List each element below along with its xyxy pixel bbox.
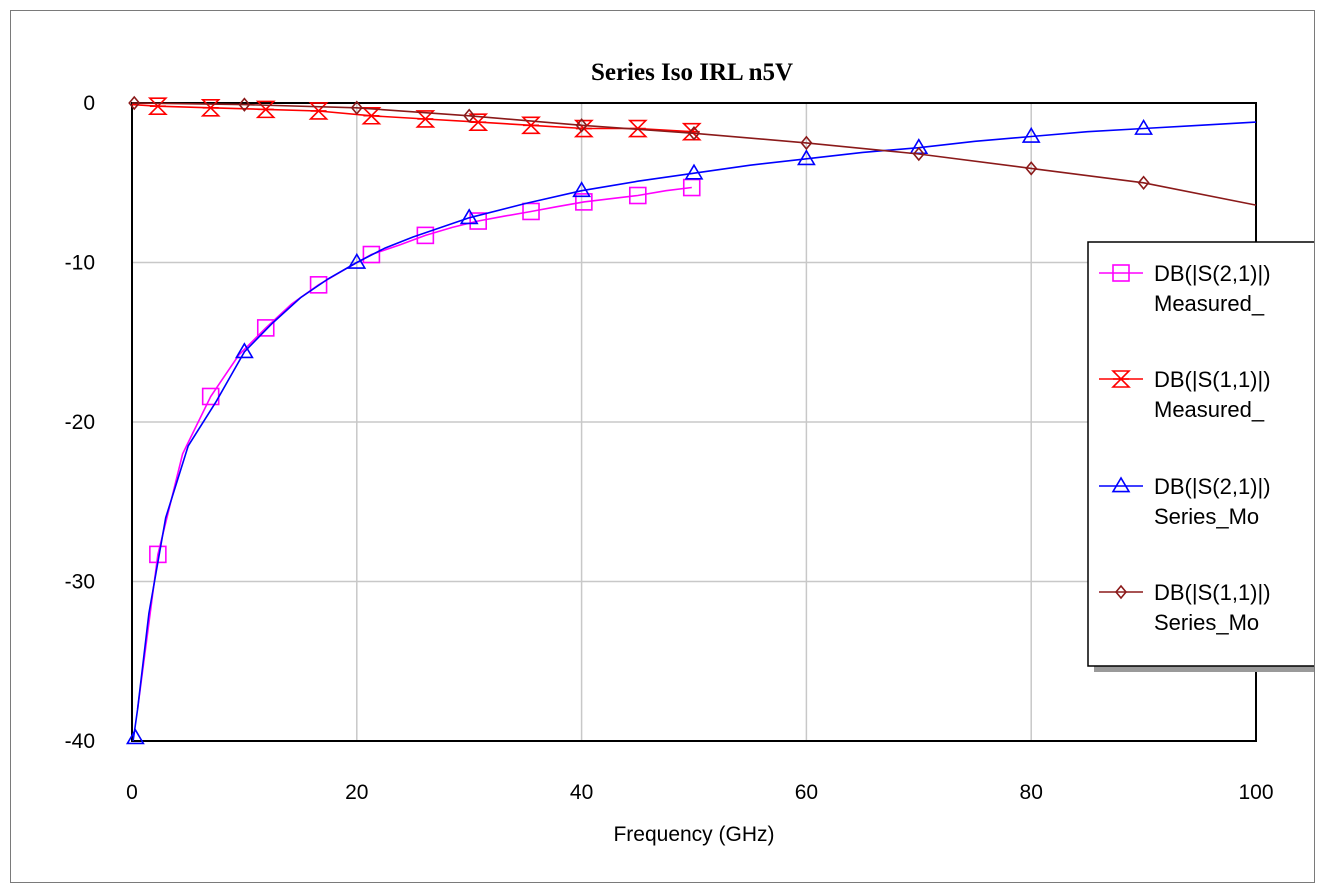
y-tick-label: -30 [65, 571, 95, 594]
data-point [256, 319, 275, 337]
x-tick-label: 60 [795, 781, 818, 804]
data-point [521, 116, 541, 135]
legend-marker [1114, 584, 1128, 600]
data-point [347, 252, 367, 269]
data-point [469, 212, 487, 230]
data-point [361, 106, 382, 125]
series-line [131, 102, 1257, 206]
y-tick-label: -20 [65, 411, 95, 434]
data-point [362, 245, 381, 264]
data-point [463, 108, 476, 124]
legend-label: DB(|S(1,1)|) [1154, 580, 1271, 605]
legend-entry: DB(|S(2,1)|) Measured_ [1099, 261, 1271, 316]
x-tick-label: 100 [1238, 781, 1273, 804]
data-point [308, 102, 329, 120]
data-point [912, 146, 925, 162]
series-3 [128, 95, 1257, 206]
legend-label: DB(|S(1,1)|) [1154, 367, 1271, 392]
legend-marker [1111, 476, 1131, 493]
y-tick-label: -40 [65, 730, 95, 753]
data-point [200, 98, 221, 117]
x-tick-label: 0 [126, 781, 138, 804]
y-tick-label: -10 [65, 252, 95, 275]
series-1 [131, 97, 702, 141]
data-point [1137, 175, 1150, 190]
tick-labels: 0 20 40 60 80 100 0 -10 -20 -30 -40 [65, 92, 1274, 804]
data-point [468, 113, 489, 131]
data-point [459, 208, 479, 225]
legend-entry: DB(|S(2,1)|) Series_Mo [1099, 474, 1271, 529]
legend-label-line2: Measured_ [1154, 397, 1265, 422]
data-point [684, 163, 704, 180]
series-line [131, 103, 692, 133]
x-tick-label: 20 [345, 781, 368, 804]
data-point [687, 126, 701, 141]
legend-label-line2: Series_Mo [1154, 610, 1259, 635]
legend-label-line2: Series_Mo [1154, 504, 1259, 529]
data-point [415, 110, 436, 128]
legend-label: DB(|S(2,1)|) [1154, 261, 1271, 286]
series-layer [125, 95, 1257, 745]
data-point [255, 100, 276, 119]
series-line [132, 121, 1257, 742]
data-point [350, 100, 363, 116]
series-2 [125, 118, 1257, 745]
series-line [136, 186, 692, 710]
data-point [628, 186, 647, 205]
data-point [800, 135, 813, 151]
x-tick-label: 80 [1020, 781, 1043, 804]
x-axis-label: Frequency (GHz) [613, 823, 774, 846]
x-tick-label: 40 [570, 781, 593, 804]
data-point [128, 95, 141, 111]
legend-marker [1111, 370, 1131, 388]
data-point [572, 181, 591, 198]
data-point [235, 342, 254, 359]
data-point [575, 193, 593, 211]
data-point [238, 97, 251, 112]
legend-box [1087, 241, 1314, 667]
chart-title: Series Iso IRL n5V [591, 59, 793, 86]
legend-label-line2: Measured_ [1154, 291, 1265, 316]
y-tick-label: 0 [83, 92, 95, 115]
data-point [125, 728, 145, 745]
series-0 [136, 178, 701, 710]
data-point [1134, 118, 1153, 135]
data-point [309, 276, 328, 294]
data-point [147, 97, 168, 115]
data-point [1025, 161, 1038, 176]
chart-frame: Series Iso IRL n5V 0 20 40 60 80 100 0 -10 -20 -3… [10, 10, 1315, 883]
legend-entry: DB(|S(1,1)|) Measured_ [1099, 367, 1271, 422]
data-point [1021, 126, 1041, 143]
data-point [575, 118, 588, 133]
legend-label: DB(|S(2,1)|) [1154, 474, 1271, 499]
data-point [797, 149, 816, 166]
data-point [522, 202, 540, 221]
legend-entry: DB(|S(1,1)|) Series_Mo [1099, 580, 1271, 635]
chart-svg: Series Iso IRL n5V 0 20 40 60 80 100 0 -10 -20 -3… [65, 59, 1314, 846]
legend-marker [1112, 264, 1130, 282]
legend: DB(|S(2,1)|) Measured_ DB(|S(1,1)|) Measure… [1087, 241, 1314, 672]
